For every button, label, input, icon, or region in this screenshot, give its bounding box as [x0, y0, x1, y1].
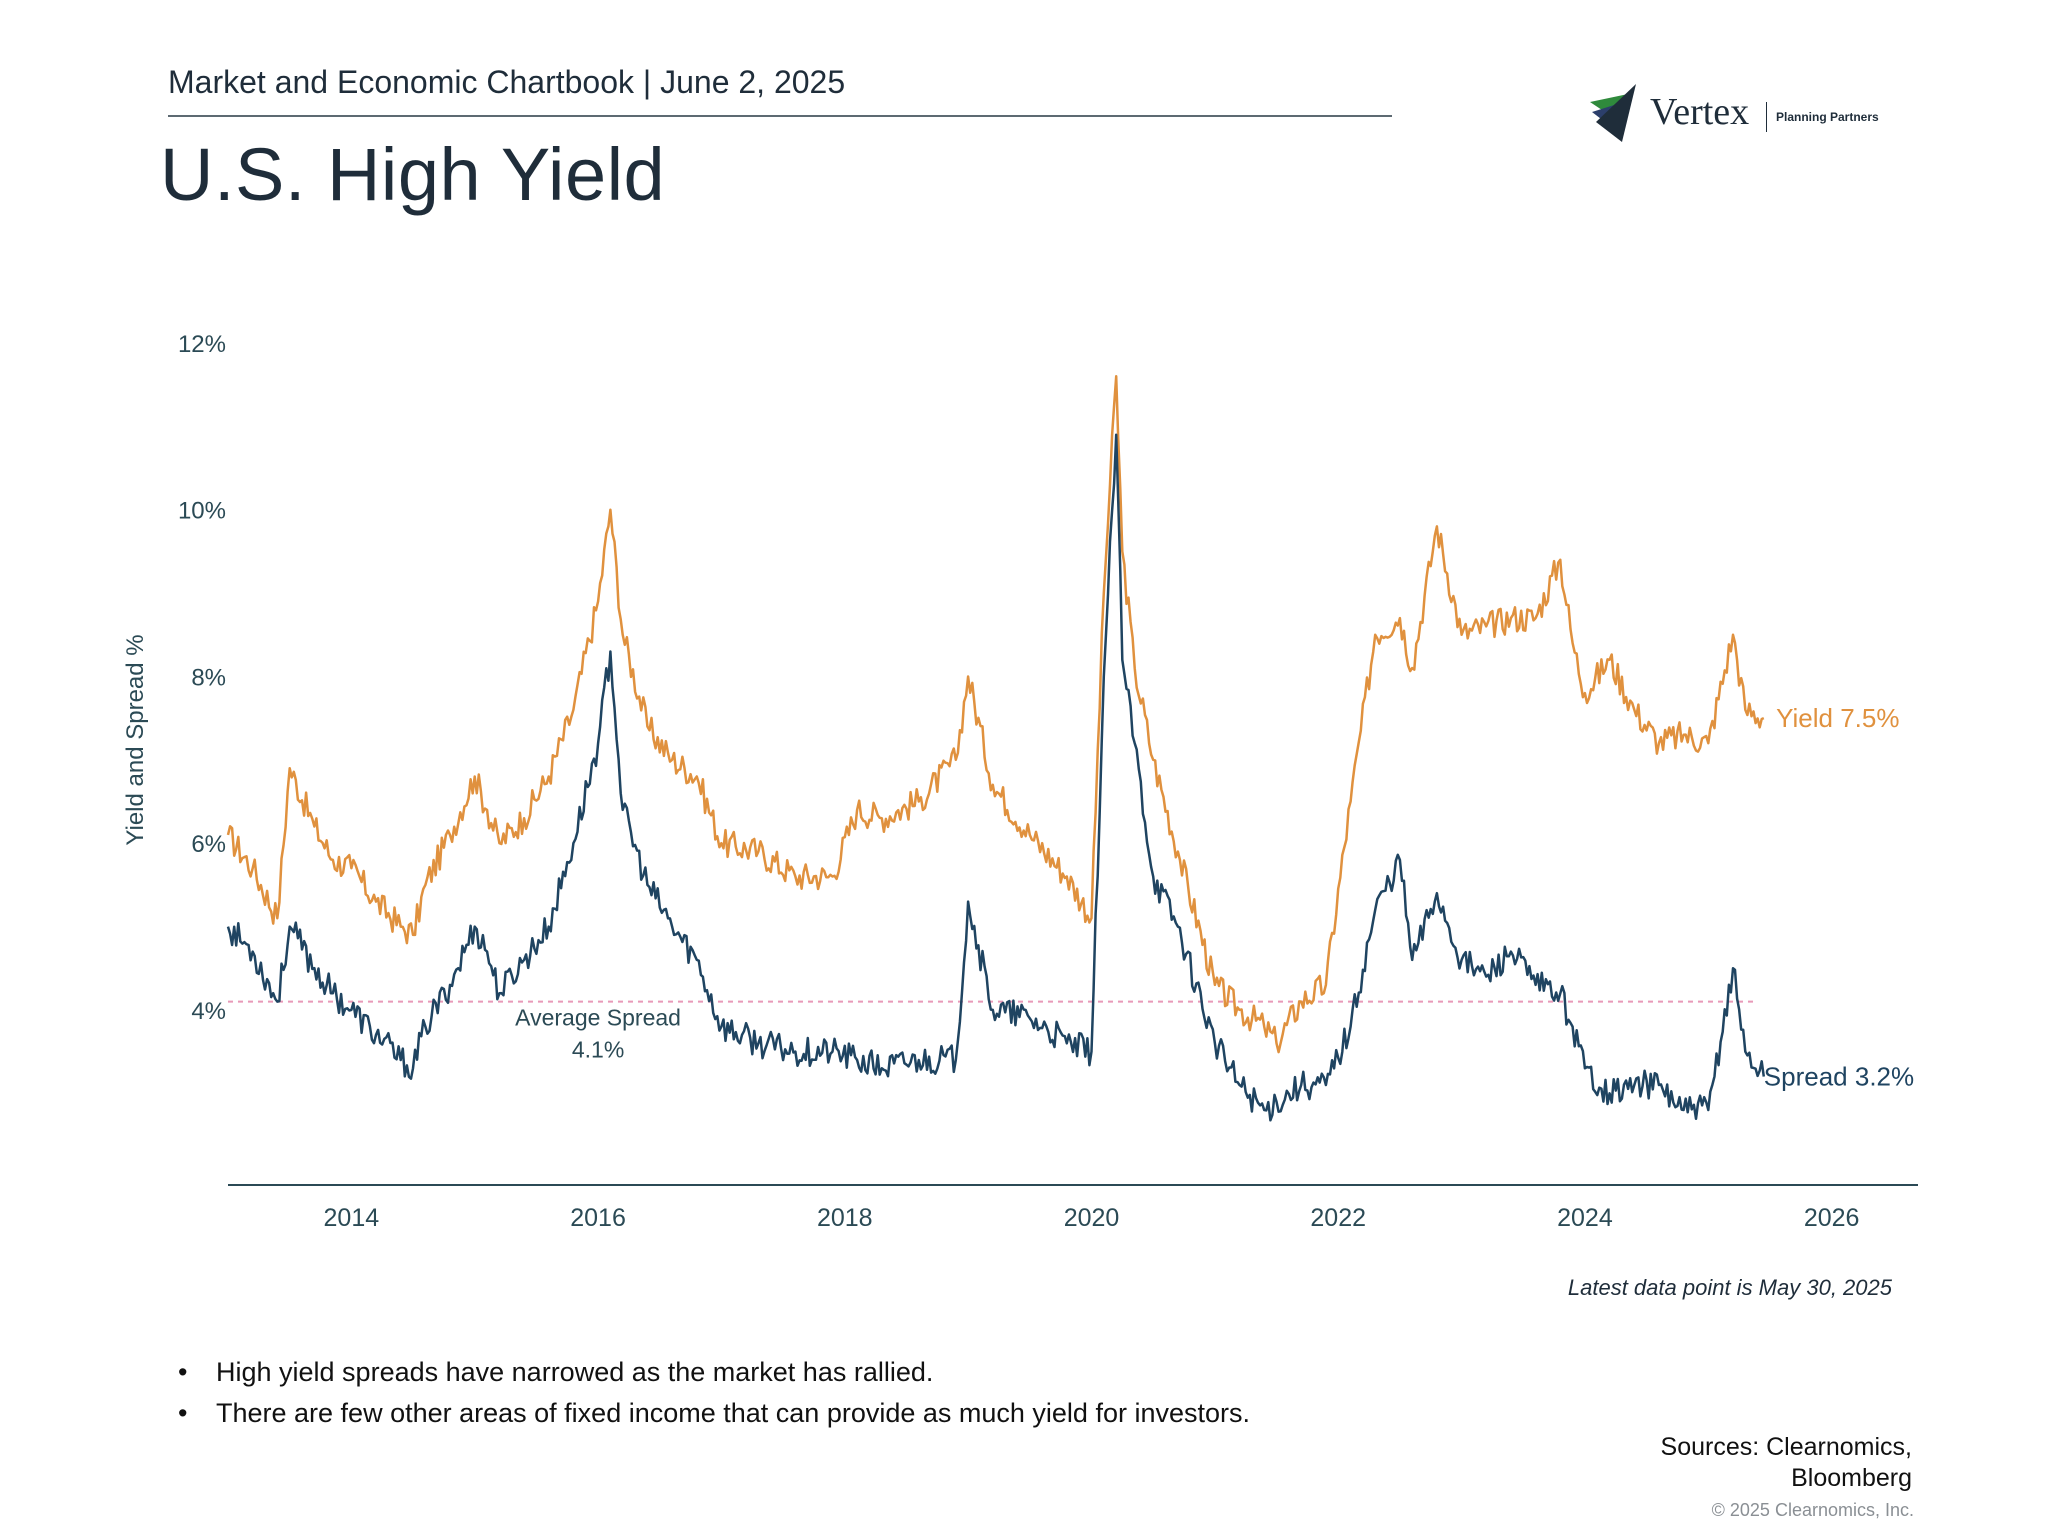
- y-tick-label: 12%: [178, 331, 226, 358]
- yield-end-label: Yield 7.5%: [1776, 703, 1899, 733]
- latest-data-note: Latest data point is May 30, 2025: [1567, 1275, 1892, 1300]
- copyright: © 2025 Clearnomics, Inc.: [1711, 1500, 1914, 1520]
- logo-tagline: Planning Partners: [1776, 110, 1879, 124]
- x-tick-label: 2018: [817, 1204, 873, 1232]
- vertex-logo: Vertex Planning Partners: [1588, 80, 1898, 148]
- spread-end-label: Spread 3.2%: [1764, 1062, 1914, 1092]
- yield-series-line: [226, 375, 1765, 1054]
- x-tick-label: 2024: [1557, 1204, 1613, 1232]
- sources-note: Sources: Clearnomics, Bloomberg: [1660, 1433, 1912, 1492]
- key-points-list: High yield spreads have narrowed as the …: [178, 1352, 1250, 1434]
- high-yield-chart: 4% 6% 8% 10% 12% Yield and Spread % Average …: [122, 331, 1918, 1232]
- y-axis-label: Yield and Spread %: [122, 634, 149, 845]
- y-axis-tick-labels: 4% 6% 8% 10% 12%: [178, 331, 226, 1025]
- header-divider: [168, 115, 1392, 117]
- x-axis-tick-labels: 2014 2016 2018 2020 2022 2024 2026: [324, 1204, 1860, 1232]
- x-tick-label: 2014: [324, 1204, 380, 1232]
- x-tick-label: 2020: [1064, 1204, 1120, 1232]
- average-spread-label: Average Spread: [515, 1005, 681, 1031]
- page-title: U.S. High Yield: [160, 133, 666, 216]
- y-tick-label: 10%: [178, 498, 226, 525]
- x-tick-label: 2022: [1310, 1204, 1366, 1232]
- y-tick-label: 8%: [191, 664, 226, 691]
- logo-wordmark: Vertex: [1650, 91, 1750, 133]
- bullet-point: High yield spreads have narrowed as the …: [178, 1352, 1250, 1393]
- y-tick-label: 6%: [191, 831, 226, 858]
- x-tick-label: 2016: [570, 1204, 626, 1232]
- chartbook-subtitle: Market and Economic Chartbook | June 2, …: [168, 64, 846, 100]
- average-spread-value: 4.1%: [572, 1037, 624, 1063]
- logo-divider: [1766, 102, 1767, 132]
- bullet-point: There are few other areas of fixed incom…: [178, 1393, 1250, 1434]
- x-tick-label: 2026: [1804, 1204, 1860, 1232]
- y-tick-label: 4%: [191, 998, 226, 1025]
- vertex-logo-mark-icon: [1590, 84, 1636, 142]
- spread-series-line: [226, 433, 1766, 1122]
